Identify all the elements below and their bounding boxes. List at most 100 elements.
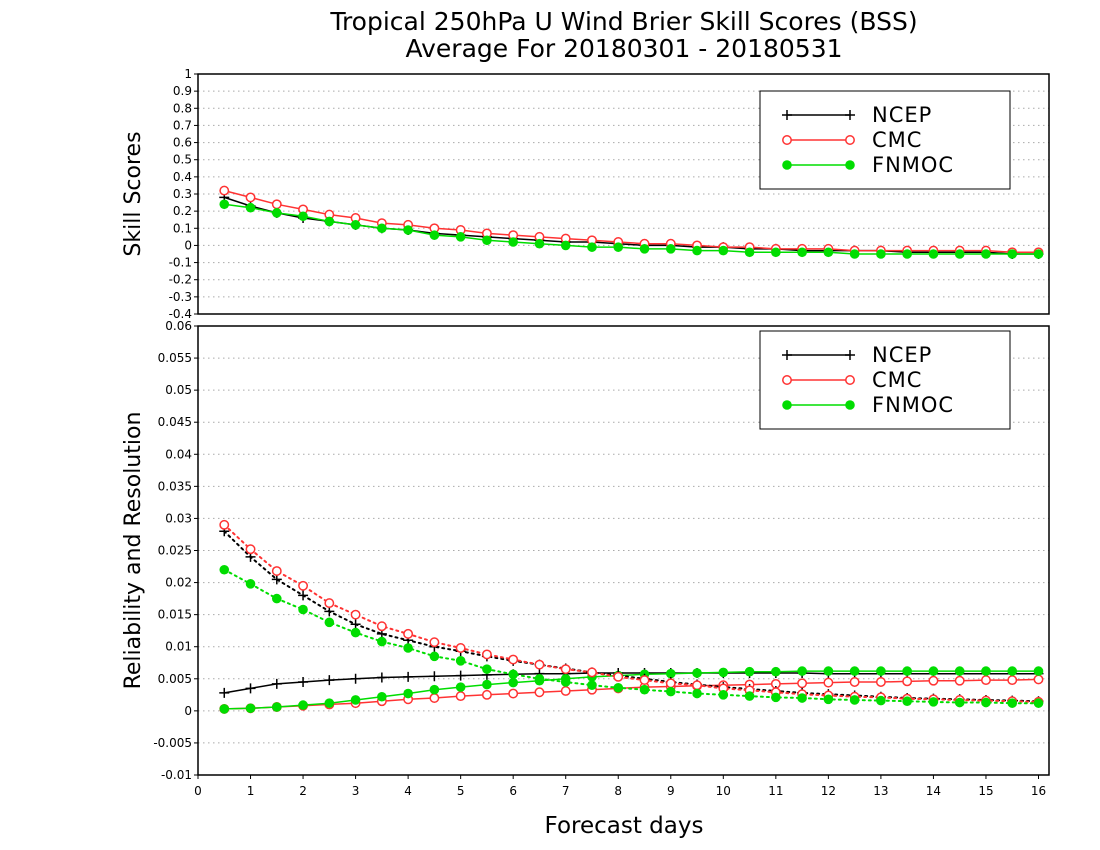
open-circle-marker [902, 676, 913, 687]
x-tick-label: 8 [614, 784, 622, 798]
plus-marker [845, 350, 855, 360]
filled-circle-marker [455, 682, 466, 692]
filled-circle-marker [560, 677, 571, 687]
x-tick-label: 1 [247, 784, 255, 798]
filled-circle-marker [219, 564, 230, 575]
filled-circle-marker [849, 666, 860, 676]
filled-circle-marker [613, 242, 624, 252]
chart-title-line2: Average For 20180301 - 20180531 [405, 34, 842, 63]
filled-circle-marker [823, 694, 834, 705]
plus-marker [845, 110, 855, 120]
open-circle-marker [639, 675, 650, 686]
filled-circle-marker [429, 684, 440, 695]
filled-circle-marker [245, 579, 256, 589]
filled-circle-marker [744, 247, 755, 258]
chart-title-line1: Tropical 250hPa U Wind Brier Skill Score… [329, 7, 917, 36]
filled-circle-marker [1033, 698, 1044, 708]
y-tick-label: 0.8 [173, 101, 192, 115]
x-tick-label: 16 [1031, 784, 1046, 798]
filled-circle-marker [876, 695, 886, 706]
filled-circle-marker [271, 593, 282, 604]
x-tick-label: 13 [873, 784, 888, 798]
filled-circle-marker [587, 680, 597, 690]
x-tick-label: 4 [404, 784, 412, 798]
open-circle-marker [587, 667, 597, 678]
legend-label: CMC [872, 368, 922, 392]
filled-circle-marker [771, 247, 781, 258]
x-tick-label: 7 [562, 784, 570, 798]
filled-circle-marker [981, 697, 991, 708]
y-tick-label: 0.015 [158, 608, 192, 622]
plus-marker [271, 678, 282, 689]
y-tick-label: 0.005 [158, 672, 192, 686]
filled-circle-marker [429, 230, 440, 240]
open-circle-marker [613, 671, 624, 682]
y-tick-label: 0.03 [165, 511, 192, 525]
y-tick-label: -0.2 [169, 273, 192, 287]
filled-circle-marker [876, 249, 886, 259]
filled-circle-marker [665, 686, 676, 697]
plus-marker [324, 675, 335, 686]
plus-marker [350, 673, 361, 684]
filled-circle-marker [377, 223, 387, 234]
filled-circle-marker [377, 636, 387, 647]
x-axis-label: Forecast days [545, 813, 704, 839]
plus-marker [350, 619, 361, 630]
filled-circle-marker [823, 247, 834, 258]
filled-circle-marker [377, 691, 387, 702]
filled-circle-marker [849, 695, 860, 705]
filled-circle-marker [665, 668, 676, 679]
legend-item-fnmoc: FNMOC [782, 153, 954, 177]
filled-circle-marker [718, 245, 729, 256]
plus-marker [376, 672, 387, 683]
filled-circle-marker [797, 693, 807, 703]
open-circle-marker [782, 135, 792, 145]
filled-circle-marker [245, 202, 256, 213]
y-tick-label: -0.005 [153, 736, 192, 750]
filled-circle-marker [902, 696, 912, 707]
filled-circle-marker [718, 690, 729, 700]
open-circle-marker [875, 677, 886, 687]
filled-circle-marker [324, 698, 335, 708]
plus-marker [455, 670, 466, 681]
filled-circle-marker [508, 677, 518, 688]
filled-circle-marker [403, 643, 413, 653]
filled-circle-marker [534, 238, 545, 249]
legend-label: FNMOC [872, 153, 954, 177]
filled-circle-marker [350, 220, 361, 230]
filled-circle-marker [1033, 666, 1044, 676]
filled-circle-marker [692, 668, 702, 678]
y-tick-label: 0.6 [173, 136, 192, 150]
legend-label: NCEP [872, 103, 932, 127]
y-axis-label: Reliability and Resolution [121, 412, 146, 690]
filled-circle-marker [429, 651, 440, 662]
open-circle-marker [429, 637, 440, 648]
y-tick-label: 0.9 [173, 84, 192, 98]
filled-circle-marker [692, 245, 702, 256]
y-tick-label: -0.01 [161, 768, 192, 782]
filled-circle-marker [902, 666, 912, 676]
filled-circle-marker [1007, 249, 1018, 259]
filled-circle-marker [981, 666, 991, 676]
filled-circle-marker [876, 666, 886, 676]
open-circle-marker [403, 628, 414, 639]
x-tick-label: 15 [978, 784, 993, 798]
filled-circle-marker [771, 692, 781, 703]
filled-circle-marker [350, 695, 361, 705]
open-circle-marker [508, 688, 519, 699]
x-tick-label: 2 [299, 784, 307, 798]
plus-marker [403, 671, 414, 682]
filled-circle-marker [298, 604, 308, 615]
open-circle-marker [245, 544, 256, 555]
filled-circle-marker [954, 249, 965, 259]
y-tick-label: 0.045 [158, 415, 192, 429]
legend-item-cmc: CMC [782, 128, 921, 152]
legend-item-cmc: CMC [782, 368, 922, 392]
plus-marker [271, 574, 282, 585]
filled-circle-marker [744, 666, 755, 677]
filled-circle-marker [482, 235, 492, 246]
filled-circle-marker [744, 691, 755, 701]
filled-circle-marker [219, 199, 230, 210]
plus-marker [298, 676, 309, 687]
filled-circle-marker [823, 666, 834, 676]
